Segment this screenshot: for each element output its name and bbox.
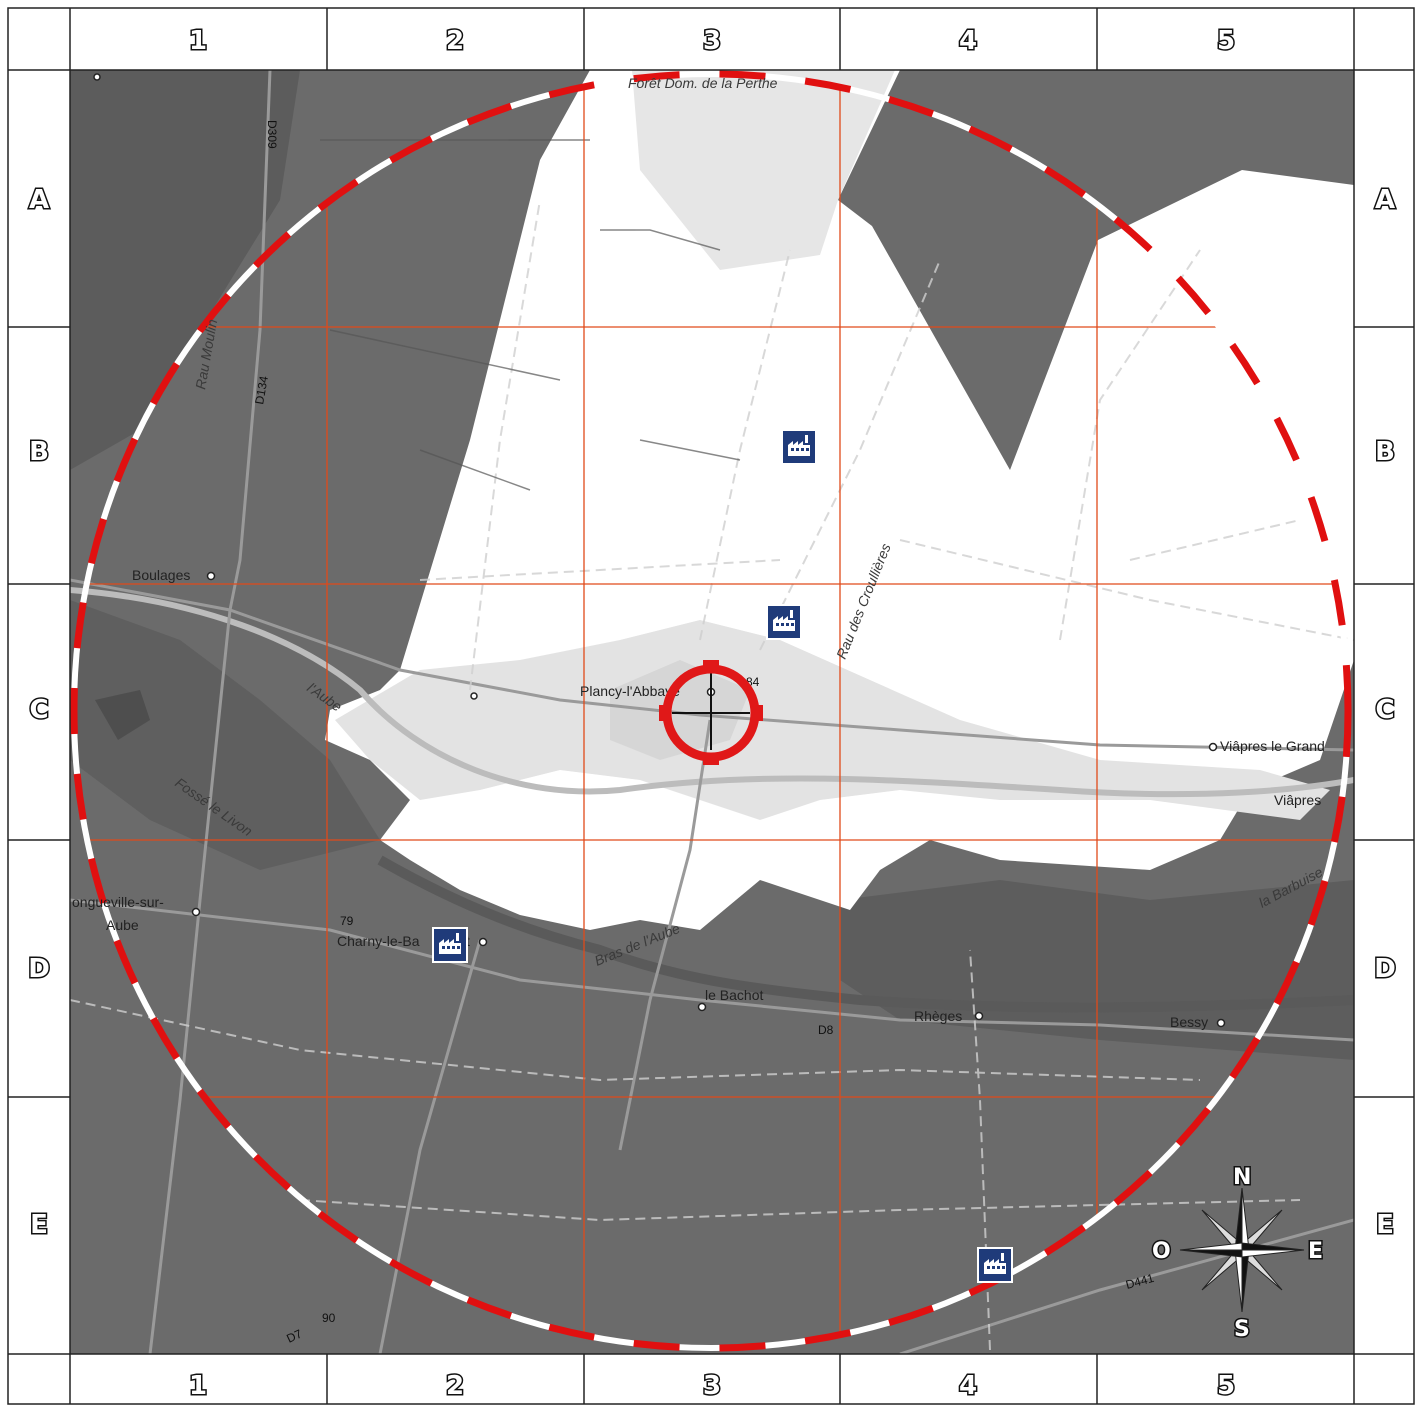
col-label-4: 4 xyxy=(959,1371,977,1401)
zone-circle-dashes xyxy=(70,70,1352,1352)
compass-e: E xyxy=(1308,1239,1323,1264)
place-rheges: Rhèges xyxy=(914,1008,962,1024)
col-label-3: 3 xyxy=(703,26,721,56)
road-d8: D8 xyxy=(818,1023,834,1037)
row-label-a: A xyxy=(29,185,49,215)
map-area: Boulages Plancy-l'Abbaye Viâpres le Gran… xyxy=(70,70,1354,1354)
col-label-3: 3 xyxy=(703,1371,721,1401)
factory-icon[interactable] xyxy=(977,1247,1013,1283)
row-label-e: E xyxy=(30,1210,48,1240)
place-longueville-2: Aube xyxy=(106,917,139,933)
row-label-d: D xyxy=(28,954,50,984)
place-charny: Charny-le-Ba xyxy=(337,933,420,949)
place-boulages: Boulages xyxy=(132,567,190,583)
row-label-c: C xyxy=(1375,695,1394,725)
target-crosshair-icon xyxy=(659,660,763,765)
compass-n: N xyxy=(1233,1165,1251,1190)
compass-w: O xyxy=(1152,1239,1171,1264)
place-longueville: ongueville-sur- xyxy=(72,894,164,910)
col-label-5: 5 xyxy=(1217,26,1235,56)
col-label-5: 5 xyxy=(1217,1371,1235,1401)
place-plancy: Plancy-l'Abbaye xyxy=(580,683,680,699)
grid-lines xyxy=(74,74,1348,1348)
road-d7: D7 xyxy=(284,1326,304,1345)
road-90: 90 xyxy=(322,1311,336,1325)
row-label-d: D xyxy=(1374,954,1396,984)
row-label-c: C xyxy=(29,695,48,725)
row-label-e: E xyxy=(1376,1210,1394,1240)
col-label-2: 2 xyxy=(446,1371,464,1401)
compass-s: S xyxy=(1234,1317,1250,1342)
grid-border xyxy=(7,7,1415,1405)
row-label-a: A xyxy=(1375,185,1395,215)
place-viapres-grand: Viâpres le Grand xyxy=(1220,738,1325,754)
place-bachot: le Bachot xyxy=(705,987,763,1003)
place-viapres: Viâpres xyxy=(1274,792,1321,808)
place-bessy: Bessy xyxy=(1170,1014,1208,1030)
place-charny-tail: t xyxy=(466,933,470,949)
road-d309: D309 xyxy=(265,120,279,149)
factory-icon[interactable] xyxy=(781,429,817,465)
factory-icon[interactable] xyxy=(766,604,802,640)
col-label-1: 1 xyxy=(189,26,207,56)
place-foret: Forêt Dom. de la Perthe xyxy=(628,75,778,91)
col-label-4: 4 xyxy=(959,26,977,56)
row-label-b: B xyxy=(29,437,49,467)
col-label-1: 1 xyxy=(189,1371,207,1401)
row-label-b: B xyxy=(1375,437,1395,467)
factory-icon[interactable] xyxy=(432,927,468,963)
col-label-2: 2 xyxy=(446,26,464,56)
compass-rose-icon: N E S O xyxy=(1151,1164,1325,1344)
road-d134: D134 xyxy=(252,375,271,406)
road-79: 79 xyxy=(340,914,354,928)
